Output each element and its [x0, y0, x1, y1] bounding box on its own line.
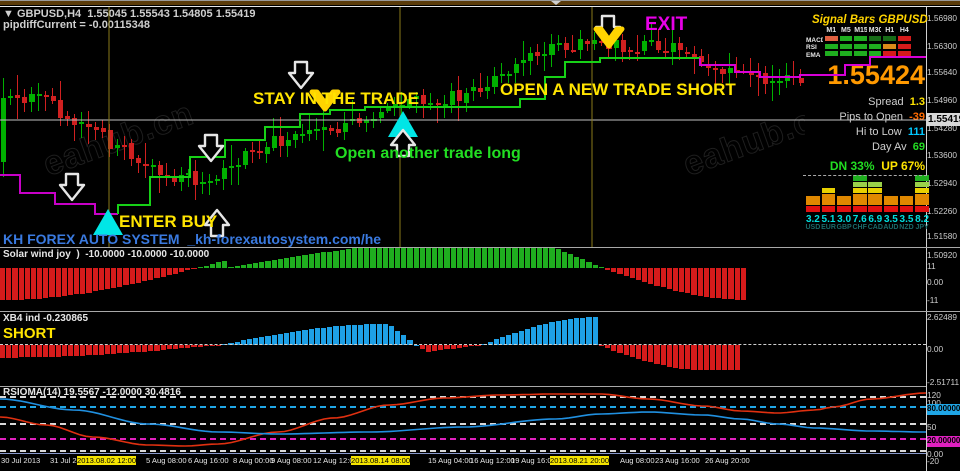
svg-text:Open another trade long: Open another trade long	[335, 145, 521, 162]
svg-text:OPEN A NEW TRADE SHORT: OPEN A NEW TRADE SHORT	[500, 80, 736, 99]
svg-text:ENTER BUY: ENTER BUY	[119, 212, 218, 231]
svg-text:STAY IN THE TRADE: STAY IN THE TRADE	[253, 89, 419, 108]
svg-text:EXIT: EXIT	[645, 14, 688, 35]
